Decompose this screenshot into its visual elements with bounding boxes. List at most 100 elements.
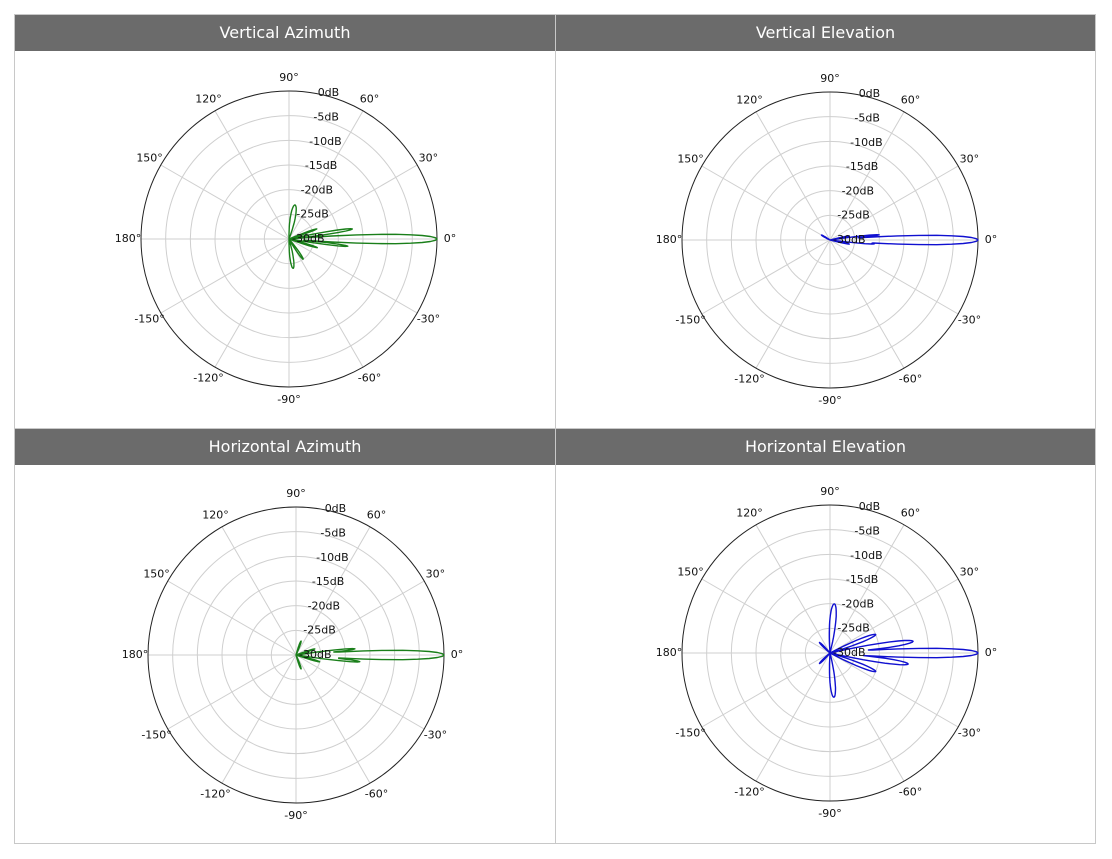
angle-tick-label: -150°: [134, 313, 164, 326]
radiation-pattern-trace: [820, 233, 979, 246]
radiation-pattern-trace: [818, 603, 979, 698]
angle-tick-label: 90°: [286, 487, 306, 500]
angle-tick-label: 30°: [960, 566, 980, 579]
angle-tick-label: 90°: [279, 71, 299, 84]
angle-tick-label: 120°: [736, 94, 763, 107]
grid-spoke: [755, 524, 831, 654]
radial-tick-label: -30dB: [292, 232, 325, 245]
horizontal-divider: [15, 428, 1095, 429]
angle-tick-label: 60°: [901, 507, 921, 520]
angle-tick-label: 150°: [143, 568, 170, 581]
angle-tick-label: -90°: [818, 394, 841, 407]
angle-tick-label: -150°: [675, 727, 705, 740]
angle-tick-label: 180°: [656, 233, 683, 246]
radial-tick-label: -20dB: [308, 599, 341, 612]
angle-tick-label: 0°: [451, 648, 464, 661]
angle-tick-label: -60°: [365, 787, 388, 800]
radial-tick-label: 0dB: [859, 500, 881, 513]
polar-chart-vertical-azimuth: 0° 30° 60° 90° 120° 150° 180° -150° -120° -90° -60…: [115, 71, 457, 406]
panel-vertical-azimuth: Vertical Azimuth 0° 30° 60° 90° 120° 150° 180°…: [15, 15, 555, 428]
grid-spoke: [295, 580, 425, 656]
radial-tick-label: -25dB: [837, 622, 870, 635]
angle-tick-label: -120°: [193, 371, 223, 384]
grid-spoke: [295, 526, 371, 656]
grid-spoke: [755, 111, 831, 241]
grid-spoke: [160, 238, 290, 314]
angle-tick-label: -150°: [141, 729, 171, 742]
grid-spoke: [288, 164, 418, 240]
grid-spoke: [829, 239, 959, 315]
angle-tick-label: -30°: [958, 314, 981, 327]
chart-grid: Vertical Azimuth 0° 30° 60° 90° 120° 150° 180°…: [14, 14, 1096, 844]
radial-tick-label: -25dB: [303, 624, 336, 637]
radiation-pattern-trace: [295, 640, 445, 670]
angle-tick-label: -30°: [958, 727, 981, 740]
angle-tick-label: 120°: [202, 509, 229, 522]
angle-tick-label: 30°: [960, 153, 980, 166]
angle-tick-label: -90°: [818, 807, 841, 820]
angle-tick-label: -120°: [734, 785, 764, 798]
grid-spoke: [755, 239, 831, 369]
angle-tick-label: -30°: [417, 313, 440, 326]
angle-tick-label: 90°: [820, 72, 840, 85]
angle-tick-label: 180°: [656, 646, 683, 659]
angle-tick-label: 0°: [985, 233, 998, 246]
panel-horizontal-elevation: Horizontal Elevation 0° 30° 60° 90° 120° 150°…: [556, 429, 1095, 843]
radial-tick-label: -10dB: [309, 135, 342, 148]
angle-tick-label: -30°: [424, 729, 447, 742]
radial-tick-label: 0dB: [325, 502, 347, 515]
grid-spoke: [701, 652, 831, 728]
radial-tick-label: -15dB: [846, 573, 879, 586]
angle-tick-label: 60°: [367, 509, 387, 522]
angle-tick-label: -120°: [200, 787, 230, 800]
grid-spoke: [221, 526, 297, 656]
grid-spoke: [288, 238, 418, 314]
radial-tick-label: -25dB: [296, 208, 329, 221]
grid-spoke: [167, 580, 297, 656]
angle-tick-label: 180°: [115, 232, 142, 245]
angle-tick-label: 150°: [677, 566, 704, 579]
panel-title: Vertical Azimuth: [15, 15, 555, 51]
polar-chart-horizontal-elevation: 0° 30° 60° 90° 120° 150° 180° -150° -120° -90° -60…: [656, 485, 998, 820]
angle-tick-label: -60°: [899, 372, 922, 385]
grid-spoke: [214, 238, 290, 368]
radial-tick-label: -10dB: [316, 551, 349, 564]
radial-tick-label: -20dB: [301, 183, 334, 196]
radial-tick-label: -15dB: [305, 159, 338, 172]
panel-title: Vertical Elevation: [556, 15, 1095, 51]
angle-tick-label: 0°: [444, 232, 457, 245]
angle-tick-label: -150°: [675, 314, 705, 327]
angle-tick-label: 30°: [426, 568, 446, 581]
radial-tick-label: -30dB: [833, 233, 866, 246]
angle-tick-label: 150°: [677, 153, 704, 166]
radial-tick-label: -25dB: [837, 209, 870, 222]
radial-tick-label: -20dB: [842, 184, 875, 197]
grid-spoke: [829, 578, 959, 654]
grid-spoke: [288, 238, 364, 368]
angle-tick-label: 120°: [195, 93, 222, 106]
panel-title: Horizontal Azimuth: [15, 429, 555, 465]
angle-tick-label: 90°: [820, 485, 840, 498]
grid-spoke: [221, 654, 297, 784]
radial-tick-label: -5dB: [313, 111, 339, 124]
angle-tick-label: 150°: [136, 152, 163, 165]
polar-chart-horizontal-azimuth: 0° 30° 60° 90° 120° 150° 180° -150° -120° -90° -60…: [122, 487, 464, 822]
angle-tick-label: -90°: [277, 393, 300, 406]
grid-spoke: [295, 654, 425, 730]
angle-tick-label: -90°: [284, 809, 307, 822]
radial-tick-label: -30dB: [299, 648, 332, 661]
panel-vertical-elevation: Vertical Elevation 0° 30° 60° 90° 120° 150° 18…: [556, 15, 1095, 428]
panel-horizontal-azimuth: Horizontal Azimuth 0° 30° 60° 90° 120° 150° 18…: [15, 429, 555, 843]
angle-tick-label: -120°: [734, 372, 764, 385]
angle-tick-label: 60°: [360, 93, 380, 106]
radial-tick-label: -5dB: [854, 525, 880, 538]
radiation-pattern-trace: [288, 204, 438, 270]
radial-tick-label: 0dB: [318, 86, 340, 99]
radial-tick-label: -15dB: [846, 160, 879, 173]
grid-spoke: [160, 164, 290, 240]
grid-spoke: [167, 654, 297, 730]
angle-tick-label: 180°: [122, 648, 149, 661]
grid-spoke: [829, 239, 905, 369]
radial-tick-label: -20dB: [842, 597, 875, 610]
grid-spoke: [829, 165, 959, 241]
